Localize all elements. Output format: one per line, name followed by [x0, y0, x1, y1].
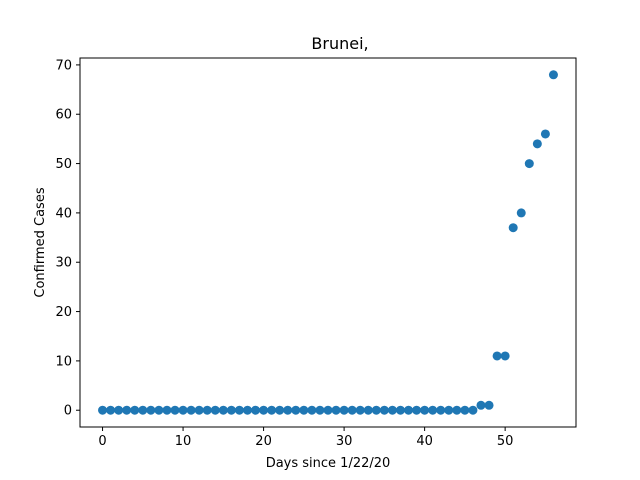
data-point: [98, 405, 108, 415]
data-point: [122, 405, 132, 415]
data-point: [194, 405, 204, 415]
data-point: [154, 405, 164, 415]
y-tick-label: 40: [55, 206, 72, 221]
data-point: [218, 405, 228, 415]
data-point: [291, 405, 301, 415]
y-axis-label: Confirmed Cases: [33, 187, 48, 297]
data-point: [363, 405, 373, 415]
data-point: [267, 405, 277, 415]
data-point: [532, 139, 542, 149]
y-tick-label: 50: [55, 157, 72, 172]
data-point: [508, 223, 518, 233]
data-points: [98, 70, 558, 415]
data-point: [468, 405, 478, 415]
data-point: [178, 405, 188, 415]
data-point: [138, 405, 148, 415]
data-point: [355, 405, 365, 415]
y-tick-label: 10: [55, 354, 72, 369]
data-point: [186, 405, 196, 415]
data-point: [404, 405, 414, 415]
data-point: [379, 405, 389, 415]
y-tick-label: 30: [55, 256, 72, 271]
data-point: [251, 405, 261, 415]
data-point: [436, 405, 446, 415]
data-point: [299, 405, 309, 415]
x-tick-label: 20: [255, 434, 272, 449]
y-tick-label: 20: [55, 305, 72, 320]
data-point: [210, 405, 220, 415]
data-point: [444, 405, 454, 415]
data-point: [202, 405, 212, 415]
data-point: [323, 405, 333, 415]
data-point: [242, 405, 252, 415]
data-point: [347, 405, 357, 415]
data-point: [315, 405, 325, 415]
y-tick-label: 60: [55, 108, 72, 123]
data-point: [516, 208, 526, 218]
data-point: [339, 405, 349, 415]
data-point: [387, 405, 397, 415]
y-axis-ticks: 0 10 20 30 40 50 60 70: [55, 58, 80, 419]
data-point: [146, 405, 156, 415]
chart-title: Brunei,: [311, 34, 368, 53]
data-point: [460, 405, 470, 415]
data-point: [170, 405, 180, 415]
data-point: [307, 405, 317, 415]
x-tick-label: 0: [98, 434, 106, 449]
data-point: [476, 400, 486, 410]
data-point: [226, 405, 236, 415]
data-point: [162, 405, 172, 415]
x-axis-label: Days since 1/22/20: [266, 456, 391, 471]
x-axis-ticks: 0 10 20 30 40 50: [98, 427, 513, 449]
data-point: [420, 405, 430, 415]
data-point: [540, 129, 550, 139]
data-point: [130, 405, 140, 415]
y-tick-label: 70: [55, 58, 72, 73]
plot-frame: [79, 57, 577, 428]
data-point: [114, 405, 124, 415]
y-tick-label: 0: [64, 404, 72, 419]
data-point: [412, 405, 422, 415]
data-point: [283, 405, 293, 415]
data-point: [428, 405, 438, 415]
data-point: [492, 351, 502, 361]
data-point: [452, 405, 462, 415]
data-point: [548, 70, 558, 80]
data-point: [484, 400, 494, 410]
data-point: [259, 405, 269, 415]
x-tick-label: 50: [497, 434, 514, 449]
data-point: [275, 405, 285, 415]
data-point: [331, 405, 341, 415]
x-tick-label: 30: [336, 434, 353, 449]
x-tick-label: 10: [175, 434, 192, 449]
data-point: [500, 351, 510, 361]
data-point: [106, 405, 116, 415]
data-point: [371, 405, 381, 415]
data-point: [395, 405, 405, 415]
data-point: [234, 405, 244, 415]
x-tick-label: 40: [416, 434, 433, 449]
data-point: [524, 159, 534, 169]
